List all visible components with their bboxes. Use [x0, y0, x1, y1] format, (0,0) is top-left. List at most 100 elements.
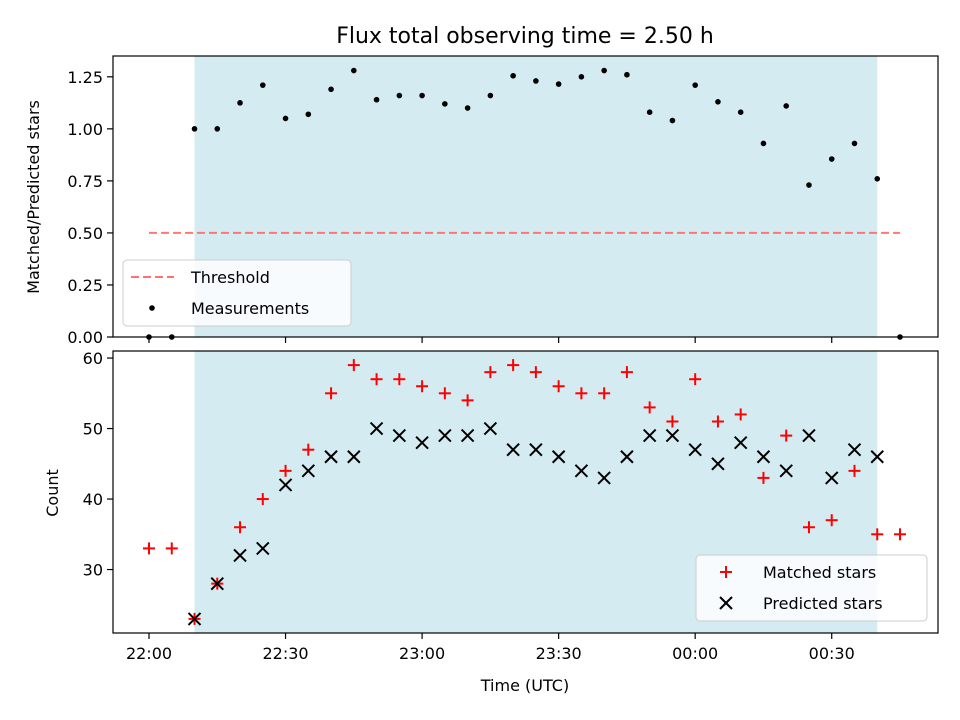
matched-point [734, 408, 747, 421]
ratio-plot-area [146, 67, 903, 340]
measurement-point [578, 74, 585, 80]
measurement-point [715, 98, 721, 105]
y-tick-label: 1.00 [67, 120, 103, 139]
matched-point [143, 542, 155, 555]
legend-measurements-swatch [149, 305, 155, 311]
matched-point [757, 471, 770, 484]
matched-point [620, 366, 633, 379]
matched-point [894, 528, 906, 541]
predicted-point [779, 464, 793, 478]
measurement-point [624, 71, 630, 78]
series-matched-stars [143, 359, 906, 625]
matched-point [234, 521, 247, 534]
x-tick-label: 00:30 [809, 644, 855, 663]
predicted-point [642, 428, 657, 443]
predicted-point [506, 442, 520, 457]
measurement-point [259, 82, 266, 88]
matched-point [461, 394, 474, 407]
predicted-point [756, 450, 771, 464]
y-tick-label: 0.25 [67, 276, 103, 295]
matched-point [416, 380, 429, 393]
predicted-point [392, 428, 407, 443]
measurement-point [510, 72, 516, 79]
y-tick-label: 30 [83, 561, 103, 580]
x-tick-label: 23:30 [536, 644, 582, 663]
count-y-axis-label: Count [43, 469, 62, 517]
predicted-point [233, 548, 247, 563]
x-tick-label: 23:00 [399, 644, 445, 663]
matched-point [711, 415, 724, 428]
measurement-point [237, 100, 243, 106]
matched-point [552, 380, 565, 393]
predicted-point [347, 450, 361, 464]
measurement-point [555, 81, 562, 87]
measurement-point [669, 117, 676, 124]
x-tick-label: 00:00 [672, 644, 718, 663]
measurement-point [214, 126, 221, 132]
matched-point [347, 359, 360, 372]
series-measurements [146, 67, 903, 340]
matched-point [507, 359, 520, 372]
matched-point [825, 514, 838, 527]
predicted-point [574, 464, 589, 478]
measurement-point [828, 156, 835, 162]
predicted-point [483, 421, 498, 436]
predicted-point [825, 471, 839, 485]
matched-point [529, 366, 542, 379]
legend-measurements-label: Measurements [191, 299, 309, 318]
predicted-point [369, 421, 384, 436]
measurement-point [783, 103, 790, 109]
matched-point [393, 373, 406, 386]
measurement-point [419, 92, 425, 99]
count-y-ticks: 30 40 50 60 [83, 349, 113, 580]
ratio-y-axis-label: Matched/Predicted stars [24, 100, 43, 294]
ratio-panel: 0.00 0.25 0.50 0.75 1.00 1.25 Matched/Predict… [24, 55, 939, 347]
measurement-point [601, 67, 607, 74]
predicted-point [278, 478, 293, 492]
measurement-point [806, 182, 812, 188]
matched-point [598, 387, 611, 400]
legend-threshold-label: Threshold [190, 268, 270, 287]
measurement-point [533, 78, 539, 84]
count-x-ticks: 22:00 22:30 23:00 23:30 00:00 00:30 [126, 633, 855, 663]
measurement-point [737, 109, 744, 115]
measurement-point [692, 82, 698, 88]
predicted-point [551, 450, 566, 464]
ratio-y-ticks: 0.00 0.25 0.50 0.75 1.00 1.25 [67, 68, 113, 347]
legend-predicted-label: Predicted stars [763, 594, 883, 613]
y-tick-label: 50 [83, 420, 103, 439]
measurement-point [351, 67, 357, 74]
count-legend: Matched stars Predicted stars [695, 554, 928, 622]
matched-point [689, 373, 702, 386]
predicted-point [460, 428, 475, 443]
count-axes-frame [112, 350, 939, 634]
y-tick-label: 0.00 [67, 328, 103, 347]
predicted-point [620, 450, 634, 464]
y-tick-label: 0.50 [67, 224, 103, 243]
predicted-point [597, 471, 611, 485]
legend-predicted-swatch [719, 596, 733, 610]
series-predicted-stars [187, 421, 884, 626]
predicted-point [733, 435, 748, 450]
predicted-point [688, 442, 702, 457]
predicted-point [802, 428, 816, 443]
ratio-legend: Threshold Measurements [122, 259, 352, 327]
y-tick-label: 40 [83, 490, 103, 509]
predicted-point [187, 612, 202, 626]
measurement-point [191, 126, 198, 132]
predicted-point [256, 541, 270, 556]
y-tick-label: 60 [83, 349, 103, 368]
matched-point [325, 387, 338, 400]
matched-point [575, 387, 588, 400]
matched-point [802, 521, 815, 534]
measurement-point [487, 92, 494, 99]
predicted-point [847, 442, 862, 457]
measurement-point [373, 96, 380, 103]
matched-point [666, 415, 679, 428]
measurement-point [282, 115, 289, 122]
predicted-point [415, 435, 429, 450]
count-plot-area [143, 359, 906, 626]
matched-point [484, 366, 497, 379]
